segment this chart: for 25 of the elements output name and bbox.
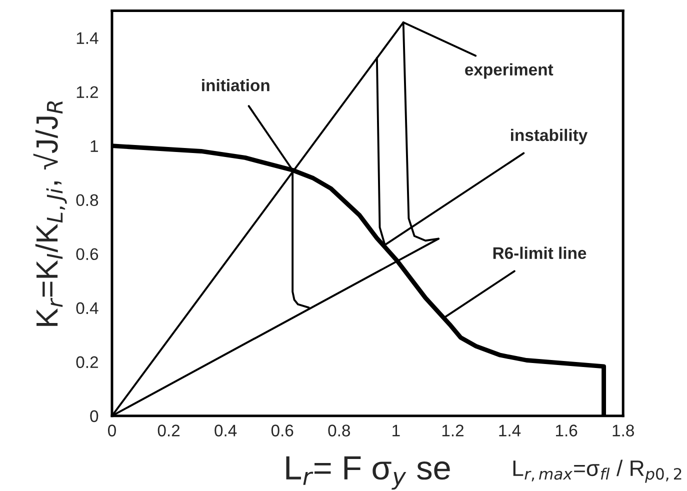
text: L$_{r,max}$=σ$_{fl}$ / R$_{p0,2}$ [513, 460, 682, 483]
y-tick-label: 0.2 [76, 356, 98, 368]
x-tick-label: 0.6 [271, 424, 294, 436]
y-tick-label: 1 [90, 140, 98, 152]
y-tick-label: 0 [90, 410, 98, 422]
y-tick-label: 0.6 [76, 248, 98, 260]
x-tick-label: 1 [392, 424, 400, 436]
annotation: experiment [465, 63, 554, 79]
y-tick-label: 1.4 [76, 32, 98, 44]
x-tick-label: 1.4 [499, 424, 521, 436]
annotation: initiation [202, 79, 270, 92]
y-tick-label: 0.8 [76, 194, 98, 206]
x-tick-label: 0 [108, 424, 116, 436]
x-tick-label: 0.4 [214, 424, 237, 436]
annotation: instability [511, 128, 588, 144]
annotation: R6-limit line [493, 246, 586, 260]
x-tick-label: 1.8 [612, 424, 634, 436]
y-tick-label: 1.2 [76, 86, 98, 98]
x-tick-label: 1.2 [442, 424, 464, 436]
x-axis-title: L$_{r}$= F σ$_{y}$ se [286, 456, 450, 490]
x-tick-label: 1.6 [556, 424, 578, 436]
y-axis-title: K$_{r}$=K$_{I}$/K$_{L,Ji}$, √J/J$_{R}$ [33, 101, 67, 326]
y-tick-label: 0.4 [76, 302, 98, 314]
x-tick-label: 0.8 [328, 424, 350, 436]
x-tick-label: 0.2 [158, 424, 180, 436]
